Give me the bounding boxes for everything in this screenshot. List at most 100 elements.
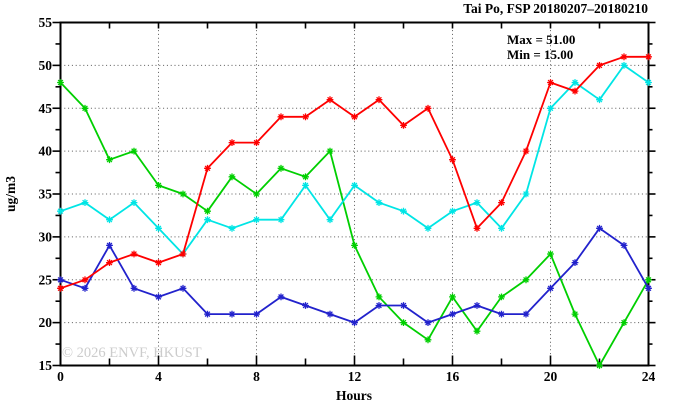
min-value-annotation: Min = 15.00	[507, 47, 573, 62]
series-red-marker	[645, 53, 652, 61]
series-green-marker	[326, 147, 334, 155]
series-red-marker	[106, 259, 113, 267]
series-cyan-marker	[449, 207, 456, 215]
series-green-marker	[351, 241, 358, 249]
series-red-marker	[57, 284, 64, 292]
series-green-marker	[375, 293, 383, 301]
series-blue-marker	[302, 302, 309, 309]
series-blue-marker	[179, 284, 187, 292]
y-tick-label: 20	[39, 315, 53, 330]
series-cyan-marker	[351, 181, 358, 189]
series-blue-marker	[645, 284, 652, 292]
series-green-marker	[571, 310, 579, 318]
series-cyan-marker	[204, 216, 211, 224]
series-green-marker	[106, 156, 113, 164]
series-cyan-marker	[400, 207, 407, 215]
series-cyan-marker	[302, 181, 309, 189]
series-blue-marker	[449, 310, 456, 318]
series-blue-marker	[155, 293, 162, 301]
max-value-annotation: Max = 51.00	[507, 32, 575, 47]
series-blue-marker	[522, 310, 530, 318]
data-series	[57, 53, 652, 369]
series-cyan-marker	[81, 199, 89, 207]
series-cyan-marker	[498, 224, 505, 232]
series-green-marker	[547, 250, 554, 258]
series-cyan-marker	[596, 96, 603, 104]
chart-title: Tai Po, FSP 20180207–20180210	[463, 1, 648, 16]
series-red-marker	[302, 113, 309, 121]
series-red-marker	[253, 139, 260, 147]
series-red-marker	[424, 104, 432, 112]
series-red-marker	[547, 79, 554, 86]
series-cyan-marker	[106, 216, 113, 224]
series-cyan-marker	[645, 79, 652, 86]
series-cyan-marker	[547, 104, 554, 112]
series-red-marker	[326, 96, 334, 104]
axes	[52, 21, 656, 367]
series-cyan-marker	[620, 62, 628, 69]
series-red-marker	[400, 122, 407, 129]
series-blue-marker	[228, 310, 236, 318]
series-green-marker	[253, 190, 260, 198]
series-blue-marker	[204, 310, 211, 318]
series-blue-marker	[473, 302, 481, 309]
series-blue-marker	[81, 284, 89, 292]
series-red-marker	[522, 147, 530, 155]
y-tick-label: 35	[39, 187, 53, 202]
series-green-marker	[522, 276, 530, 284]
series-green-marker	[596, 362, 603, 369]
series-blue-marker	[571, 259, 579, 267]
y-tick-label: 30	[39, 229, 53, 244]
x-tick-label: 12	[348, 369, 362, 384]
series-green-marker	[498, 293, 505, 301]
series-green-marker	[645, 276, 652, 284]
series-red-marker	[130, 250, 138, 258]
series-cyan-marker	[155, 224, 162, 232]
series-blue-marker	[375, 302, 383, 309]
series-cyan-marker	[375, 199, 383, 207]
series-blue-marker	[547, 284, 554, 292]
series-green-marker	[204, 207, 211, 215]
series-red-marker	[571, 87, 579, 95]
tick-labels: 15 20 25 30 35 40 45 50 55 0 4 8 12 16 20 24	[39, 15, 656, 384]
series-cyan-marker	[424, 224, 432, 232]
series-green-marker	[424, 336, 432, 344]
series-green-marker	[302, 173, 309, 181]
series-red-marker	[498, 199, 505, 207]
series-red-marker	[155, 259, 162, 267]
series-red-marker	[228, 139, 236, 147]
series-cyan-marker	[130, 199, 138, 207]
series-green-marker	[130, 147, 138, 155]
series-red-marker	[620, 53, 628, 61]
series-green-marker	[277, 164, 285, 172]
series-green-marker	[81, 104, 89, 112]
series-cyan-marker	[228, 224, 236, 232]
series-red-marker	[351, 113, 358, 121]
series-blue-marker	[277, 293, 285, 301]
series-cyan-marker	[253, 216, 260, 224]
series-blue-marker	[130, 284, 138, 292]
series-blue-marker	[326, 310, 334, 318]
x-tick-label: 8	[253, 369, 260, 384]
plot-border	[59, 21, 650, 367]
series-blue-marker	[253, 310, 260, 318]
series-red-marker	[179, 250, 187, 258]
series-blue-marker	[498, 310, 505, 318]
x-tick-label: 16	[446, 369, 460, 384]
watermark: © 2026 ENVF, HKUST	[62, 345, 202, 361]
series-red-marker	[375, 96, 383, 104]
series-green-marker	[400, 319, 407, 327]
x-axis-label: Hours	[336, 388, 372, 403]
series-green-marker	[473, 327, 481, 335]
y-tick-label: 15	[39, 358, 53, 373]
series-cyan-marker	[277, 216, 285, 224]
series-red-marker	[596, 62, 603, 69]
series-cyan-marker	[57, 207, 64, 215]
series-green-marker	[155, 181, 162, 189]
series-red-marker	[473, 224, 481, 232]
y-tick-label: 50	[39, 58, 53, 73]
y-tick-label: 55	[39, 15, 53, 30]
y-tick-label: 45	[39, 101, 53, 116]
